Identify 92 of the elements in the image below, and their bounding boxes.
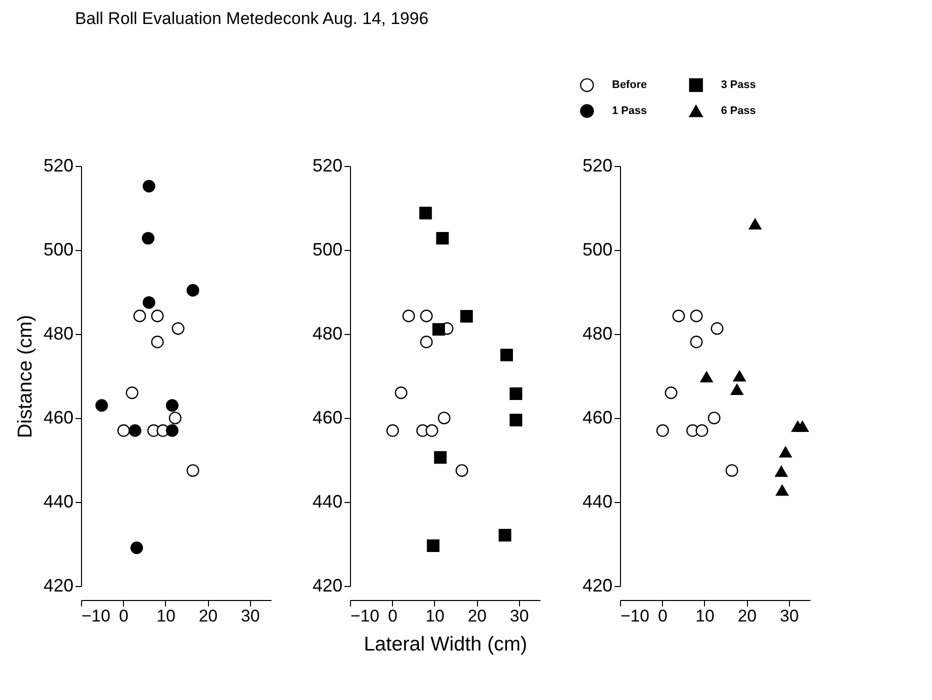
point [172,322,184,335]
point [386,424,399,437]
point [774,466,788,477]
point [796,420,809,432]
point [419,206,432,220]
x-tick-label: −10 [82,606,110,626]
point [730,384,744,395]
point [510,387,522,400]
x-tick-label: 0 [388,606,398,626]
point [426,539,440,552]
point [776,484,788,496]
point [672,310,685,322]
y-tick-label: 420 [582,576,612,596]
x-tick-label: 20 [738,606,757,626]
point [700,371,713,382]
point [690,336,703,348]
y-tick-label: 420 [43,576,74,596]
y-tick-label: 520 [43,156,74,176]
x-tick-label: 10 [695,606,714,626]
x-tick-label: −10 [350,606,380,626]
point [710,322,724,335]
legend-label: 1 Pass [612,105,647,117]
point [166,424,178,437]
point [186,464,200,477]
point [402,310,415,322]
legend-label: Before [612,79,647,92]
point [498,528,512,542]
x-tick-label: 20 [198,606,218,626]
x-tick-label: 30 [240,606,260,626]
legend-label: 6 Pass [721,105,756,117]
x-axis-title: Lateral Width (cm) [364,634,528,656]
y-tick-label: 500 [582,240,612,260]
point [420,310,433,322]
point [95,399,108,412]
y-tick-label: 460 [43,408,74,428]
y-tick-label: 460 [312,408,342,428]
x-tick-label: 0 [658,606,668,626]
point [166,399,178,412]
point [432,323,445,336]
point [708,412,720,424]
chart-title: Ball Roll Evaluation Metedeconk Aug. 14, 1996 [74,9,428,28]
point [151,310,164,322]
y-tick-label: 440 [582,492,612,512]
y-tick-label: 500 [43,240,74,260]
y-tick-label: 440 [312,492,342,512]
point [664,386,678,400]
x-tick-label: 30 [510,606,529,626]
point [460,310,473,323]
point [500,348,513,362]
point [151,336,164,348]
point [696,424,708,437]
y-tick-label: 520 [312,156,342,176]
point [690,310,703,322]
point [779,446,792,458]
x-tick-label: −10 [620,606,650,626]
y-tick-label: 480 [43,324,74,344]
point [420,336,433,348]
point [434,451,447,464]
point [142,232,154,245]
point [656,424,669,437]
point [128,424,142,437]
point [748,218,762,230]
x-tick-label: 0 [118,606,128,626]
point [142,296,156,309]
point [733,370,746,382]
text: 3 Pass [721,79,756,92]
x-tick-label: 10 [156,606,176,626]
y-tick-label: 480 [312,324,342,344]
point [436,232,449,245]
point [456,464,468,477]
y-tick-label: 500 [312,240,342,260]
point [726,464,738,477]
point [130,541,144,554]
x-tick-label: 20 [468,606,487,626]
y-axis-title: Distance (cm) [14,314,36,438]
y-tick-label: 520 [582,156,612,176]
x-tick-label: 30 [780,606,799,626]
x-tick-label: 10 [425,606,444,626]
point [438,412,450,424]
point [510,414,522,426]
point [168,412,182,424]
point [186,284,200,297]
point [133,310,146,322]
y-tick-label: 440 [43,492,74,512]
point [394,386,408,400]
y-tick-label: 460 [582,408,612,428]
point [117,424,130,437]
point [126,386,138,400]
point [142,180,156,192]
y-tick-label: 480 [582,324,612,344]
point [426,424,438,437]
y-tick-label: 420 [312,576,342,596]
